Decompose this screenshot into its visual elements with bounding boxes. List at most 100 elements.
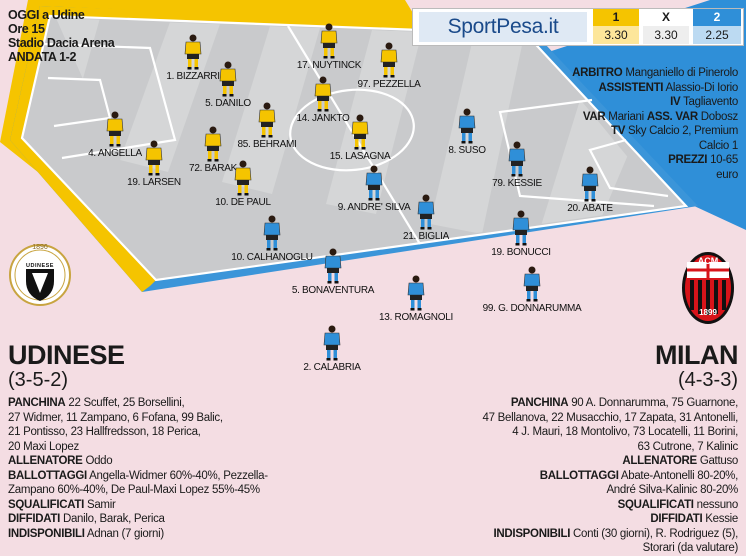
milan-formation: (4-3-3) [677,369,738,391]
player-figure-icon [581,166,599,202]
prezzi-value-2: euro [716,168,738,181]
milan-block: MILAN (4-3-3) PANCHINA 90 A. Donnarumma,… [438,340,739,556]
milan-player-label: 99. G. DONNARUMMA [482,303,582,314]
udinese-squalificati-label: SQUALIFICATI [8,498,85,511]
udinese-panchina-label: PANCHINA [8,397,66,409]
odds-label-1: 1 [593,9,639,26]
milan-panchina-4: 63 Cutrone, 7 Kalinic [637,440,739,453]
var-label: VAR [582,110,606,123]
udinese-ballottaggi-2: Zampano 60%-40%, De Paul-Maxi Lopez 55%-… [8,484,260,496]
odds-col-1: 1 3.30 [593,9,639,45]
assistenti-label: ASSISTENTI [598,81,664,94]
udinese-crest-year: 1896 [32,244,48,251]
milan-panchina-2: 47 Bellanova, 22 Musacchio, 17 Zapata, 3… [482,411,739,424]
odds-col-x: X 3.30 [643,9,689,45]
milan-squalificati: nessuno [696,498,739,511]
assistenti-value: Alassio-Di Iorio [665,81,738,94]
udinese-crest-text: UDINESE CALCIO [26,263,54,275]
milan-allenatore: Gattuso [699,455,738,467]
udinese-player-label: 14. JANKTO [296,113,350,124]
udinese-player-label: 19. LARSEN [127,177,181,188]
milan-player-label: 9. ANDRE' SILVA [337,202,411,213]
milan-panchina-label: PANCHINA [510,397,569,409]
udinese-panchina-2: 27 Widmer, 11 Zampano, 6 Fofana, 99 Bali… [8,411,223,424]
udinese-block: UDINESE (3-5-2) PANCHINA 22 Scuffet, 25 … [8,340,308,541]
player-figure-icon [417,194,435,230]
udinese-allenatore: Oddo [85,455,113,467]
udinese-indisponibili-label: INDISPONIBILI [8,527,85,540]
prezzi-value-1: 10-65 [710,154,738,166]
milan-player-label: 20. ABATE [567,203,613,214]
odds-box: SportPesa.it 1 3.30 X 3.30 2 2.25 [412,8,744,46]
player-figure-icon [184,34,202,70]
tv-value-1: Sky Calcio 2, Premium [627,125,738,137]
udinese-player-label: 4. ANGELLA [88,148,142,159]
milan-allenatore-label: ALLENATORE [622,455,697,467]
milan-diffidati: Kessie [705,513,738,525]
player-figure-icon [234,160,252,196]
first-leg-result: ANDATA 1-2 [8,50,76,64]
match-stadium: Stadio Dacia Arena [8,36,115,50]
milan-ballottaggi-label: BALLOTTAGGI [539,469,619,482]
milan-crest-year: 1899 [699,308,717,317]
milan-player-label: 2. CALABRIA [303,362,361,373]
milan-crest-text: ACM [697,256,719,266]
odds-value-x: 3.30 [643,26,689,44]
officials: ARBITRO Manganiello di Pinerolo ASSISTEN… [498,66,738,182]
milan-player-label: 19. BONUCCI [491,247,551,258]
odds-col-2: 2 2.25 [693,9,741,45]
player-figure-icon [324,248,342,284]
milan-squalificati-label: SQUALIFICATI [617,498,694,511]
milan-player-label: 79. KESSIE [492,178,542,189]
milan-player-label: 10. CALHANOGLU [231,252,313,263]
arbitro-label: ARBITRO [572,67,623,79]
udinese-diffidati-label: DIFFIDATI [8,513,61,525]
udinese-player-label: 10. DE PAUL [215,197,271,208]
player-figure-icon [145,140,163,176]
udinese-panchina-1: 22 Scuffet, 25 Borsellini, [68,397,185,409]
udinese-panchina-4: 20 Maxi Lopez [8,440,79,453]
sportpesa-logo: SportPesa.it [419,12,587,42]
player-figure-icon [106,111,124,147]
udinese-formation: (3-5-2) [8,369,69,391]
player-figure-icon [365,165,383,201]
match-info: OGGI a Udine Ore 15 Stadio Dacia Arena A… [8,8,115,64]
player-figure-icon [263,215,281,251]
player-figure-icon [323,325,341,361]
match-time: Ore 15 [8,22,45,36]
milan-panchina-1: 90 A. Donnarumma, 75 Guarnone, [571,397,738,409]
udinese-player-label: 97. PEZZELLA [357,79,421,90]
player-figure-icon [508,141,526,177]
udinese-player-label: 17. NUYTINCK [296,60,362,71]
odds-label-x: X [643,9,689,26]
player-figure-icon [523,266,541,302]
milan-ballottaggi-2: André Silva-Kalinic 80-20% [606,484,738,496]
udinese-indisponibili: Adnan (7 giorni) [86,527,164,540]
player-figure-icon [458,108,476,144]
udinese-diffidati: Danilo, Barak, Perica [62,513,165,525]
tv-value-2: Calcio 1 [698,139,738,152]
milan-player-label: 13. ROMAGNOLI [379,312,453,323]
player-figure-icon [512,210,530,246]
milan-indisponibili-2: Storari (da valutare) [642,542,739,554]
match-date: OGGI a Udine [8,8,85,22]
player-figure-icon [407,275,425,311]
player-figure-icon [258,102,276,138]
milan-player-label: 5. BONAVENTURA [291,285,375,296]
milan-name: MILAN [655,340,738,370]
prezzi-label: PREZZI [668,154,708,166]
iv-value: Tagliavento [683,96,738,108]
udinese-ballottaggi-label: BALLOTTAGGI [8,469,87,482]
milan-indisponibili-label: INDISPONIBILI [493,527,571,540]
udinese-allenatore-label: ALLENATORE [8,455,83,467]
tv-label: TV [610,125,626,137]
udinese-player-label: 5. DANILO [205,98,251,109]
milan-panchina-3: 4 J. Mauri, 18 Montolivo, 73 Locatelli, … [512,426,738,438]
udinese-player-label: 15. LASAGNA [329,151,391,162]
milan-ballottaggi-1: Abate-Antonelli 80-20%, [620,469,738,482]
player-figure-icon [380,42,398,78]
odds-value-1: 3.30 [593,26,639,44]
player-figure-icon [219,61,237,97]
udinese-ballottaggi-1: Angella-Widmer 60%-40%, Pezzella- [89,469,268,482]
milan-indisponibili-1: Conti (30 giorni), R. Rodriguez (5), [573,527,738,540]
